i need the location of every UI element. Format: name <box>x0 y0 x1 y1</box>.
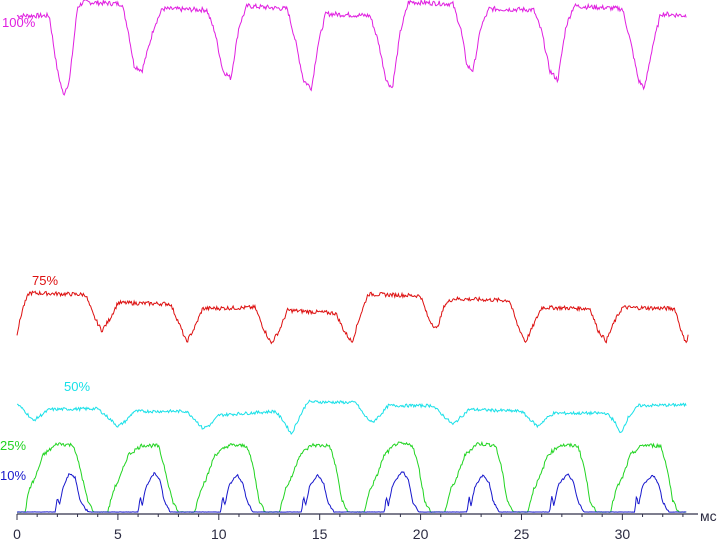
x-tick-label: 30 <box>615 526 631 542</box>
trace-100-percent <box>16 0 687 96</box>
x-unit-label: мс <box>700 508 717 524</box>
trace-layer <box>16 0 689 513</box>
trace-10-percent <box>16 471 687 513</box>
series-label-25: 25% <box>0 438 26 453</box>
x-tick-label: 0 <box>13 526 21 542</box>
series-label-layer: 100% 75% 50% 25% 10% <box>0 15 90 483</box>
series-label-75: 75% <box>32 273 58 288</box>
trace-25-percent <box>17 440 687 513</box>
x-tick-label: 25 <box>514 526 530 542</box>
series-label-50: 50% <box>64 379 90 394</box>
trace-50-percent <box>16 399 687 435</box>
series-label-10: 10% <box>0 468 26 483</box>
series-label-100: 100% <box>2 15 36 30</box>
trace-75-percent <box>16 290 689 345</box>
x-tick-label: 5 <box>114 526 122 542</box>
x-axis: 0 5 10 15 20 25 30 мс <box>13 508 717 542</box>
x-tick-label: 15 <box>312 526 328 542</box>
x-tick-label: 20 <box>413 526 429 542</box>
x-tick-label: 10 <box>211 526 227 542</box>
